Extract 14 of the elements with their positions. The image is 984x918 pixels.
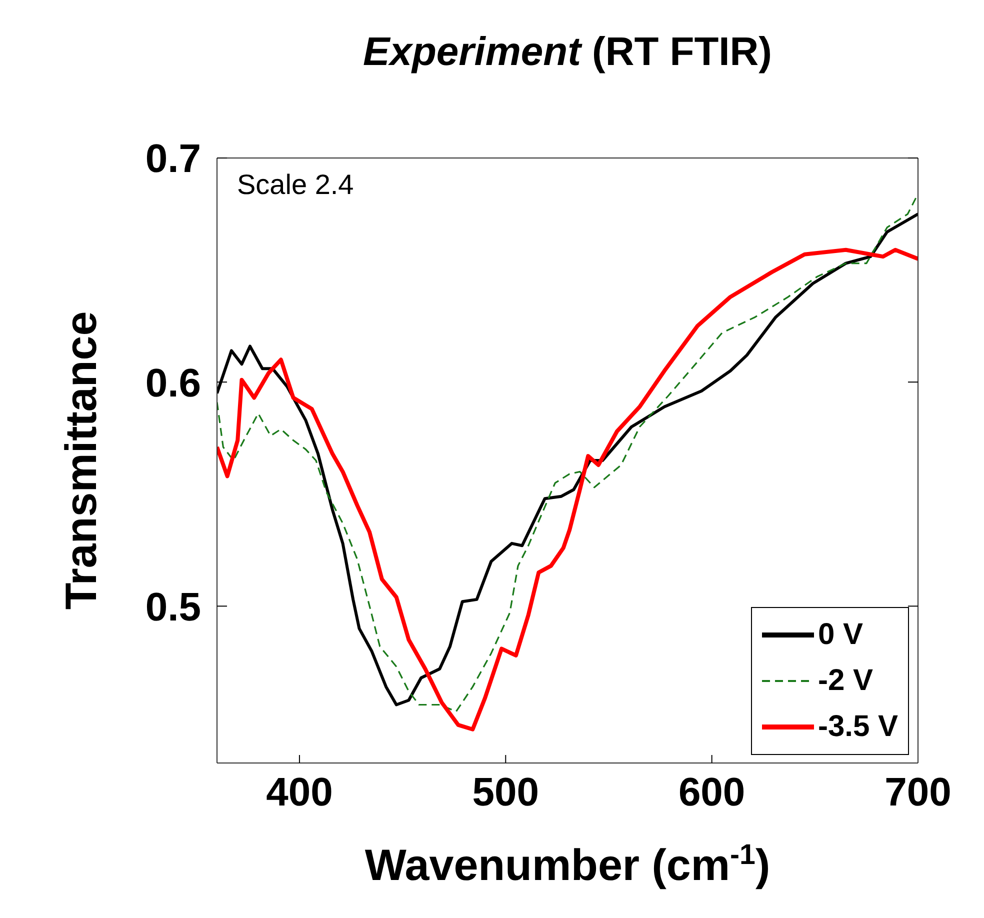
legend-label: 0 V [818, 617, 863, 653]
legend-label: -3.5 V [818, 709, 898, 745]
x-tick-label: 500 [472, 770, 540, 814]
y-axis-title: Transmittance [57, 311, 106, 610]
y-tick-label: 0.7 [145, 137, 201, 182]
x-axis-title: Wavenumber (cm$^{-1}$) [364, 839, 770, 890]
y-tick-label: 0.5 [145, 585, 201, 630]
legend-label: -2 V [818, 663, 873, 699]
annotation: Scale 2.4 [237, 169, 354, 201]
x-tick-label: 400 [266, 770, 333, 814]
y-tick-label: 0.6 [145, 361, 201, 406]
x-tick-label: 700 [884, 770, 952, 814]
chart-title: Experiment (RT FTIR) [362, 30, 773, 75]
x-tick-label: 600 [678, 770, 746, 814]
